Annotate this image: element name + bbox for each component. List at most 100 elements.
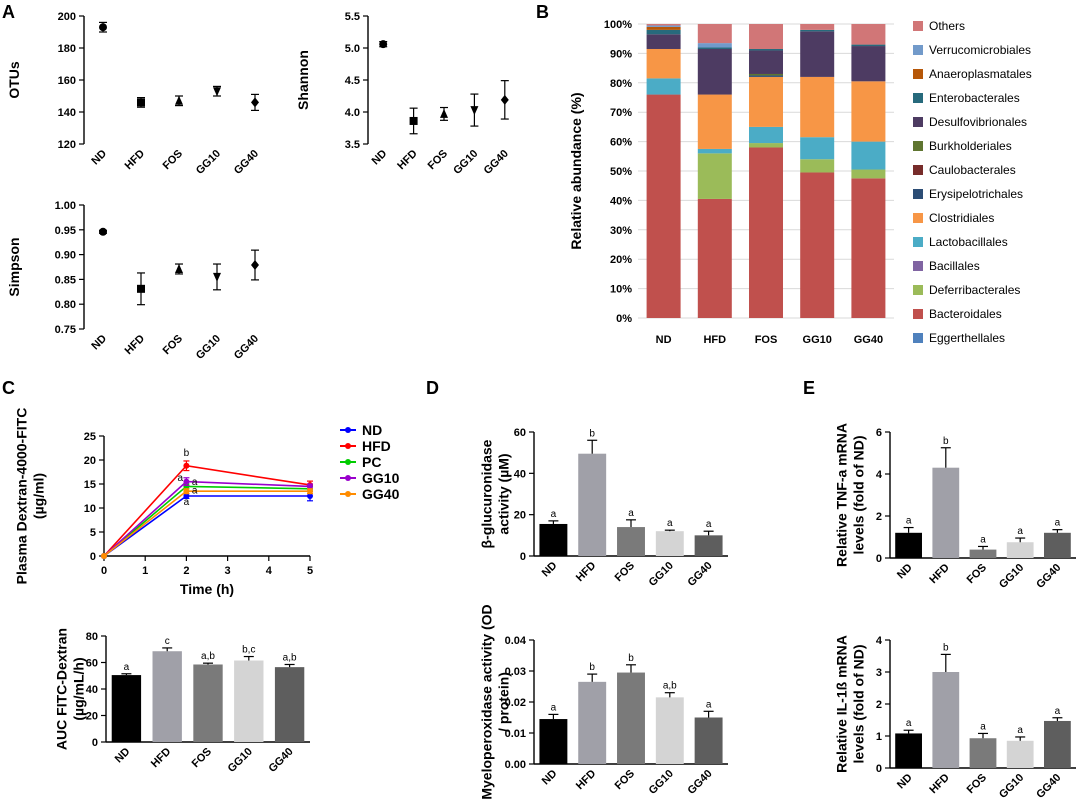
x-tick-label: 0 bbox=[101, 565, 107, 577]
panel-letter-a: A bbox=[2, 2, 15, 22]
y-tick-label: 0.80 bbox=[55, 299, 76, 311]
y-axis-title-line: / protein) bbox=[496, 672, 512, 732]
data-point bbox=[183, 478, 190, 485]
y-axis-title: Simpson bbox=[6, 237, 22, 296]
chart-glucuronidase: 0 20 40 60 a b a a a ND HFD FOS GG10 GG40 β-glucuronid… bbox=[479, 427, 728, 589]
stacked-bar-segment bbox=[749, 24, 783, 49]
data-point bbox=[175, 263, 183, 273]
panel-letters: A B C D E bbox=[2, 2, 815, 398]
y-tick-label: 60 bbox=[86, 658, 98, 670]
y-axis-title: OTUs bbox=[6, 61, 22, 99]
x-category-label: FOS bbox=[161, 333, 185, 357]
bar bbox=[578, 681, 607, 764]
bar bbox=[193, 664, 223, 742]
significance-letter: a bbox=[1017, 725, 1023, 736]
legend-label: Enterobacterales bbox=[929, 91, 1020, 105]
significance-letter: a bbox=[980, 721, 986, 732]
data-point bbox=[213, 272, 221, 282]
y-tick-label: 0.90 bbox=[55, 250, 76, 262]
stacked-bar-segment bbox=[800, 159, 835, 173]
y-axis-title-line: OTUs bbox=[6, 61, 22, 99]
bar bbox=[932, 467, 960, 558]
x-category-label: HFD bbox=[395, 148, 420, 173]
y-tick-label: 0.04 bbox=[505, 635, 527, 647]
chart-shannon: 3.5 4.0 4.5 5.0 5.5 ND HFD FOS GG10 GG40 Shannon bbox=[295, 11, 511, 177]
chart-auc: 0 20 40 60 80 a c a,b b,c a,b ND HFD FOS GG10 GG40 AUC … bbox=[54, 628, 310, 775]
stacked-bar-segment bbox=[800, 172, 835, 318]
stacked-bar-segment bbox=[646, 94, 681, 318]
x-category-label: FOS bbox=[613, 768, 637, 792]
stacked-bar-segment bbox=[851, 44, 886, 47]
y-tick-label: 0 bbox=[876, 553, 882, 565]
y-tick-label: 20 bbox=[84, 455, 96, 467]
legend-label: Deferribacterales bbox=[929, 283, 1020, 297]
significance-letter: b bbox=[943, 436, 949, 447]
y-tick-label: 4 bbox=[876, 469, 883, 481]
bar bbox=[1006, 740, 1034, 768]
y-tick-label: 0.95 bbox=[55, 225, 76, 237]
y-axis-title-line: levels (fold of ND) bbox=[851, 644, 867, 763]
significance-letter: a bbox=[667, 518, 673, 529]
chart-otus: 120 140 160 180 200 ND HFD FOS GG10 GG40 OTUs bbox=[6, 11, 261, 177]
x-category-label: GG10 bbox=[647, 768, 676, 797]
significance-letter: a bbox=[980, 534, 986, 545]
panel-letter-d: D bbox=[426, 378, 439, 398]
chart-myeloperoxidase: 0.00 0.01 0.02 0.03 0.04 a b b a,b a ND HFD FOS GG10 G… bbox=[479, 604, 728, 800]
legend-swatch bbox=[913, 165, 923, 175]
y-tick-label: 0 bbox=[520, 551, 526, 563]
y-axis-title: Myeloperoxidase activity (OD / protein) bbox=[479, 604, 512, 799]
data-point bbox=[409, 116, 418, 125]
x-axis-title: Time (h) bbox=[180, 581, 234, 597]
y-tick-label: 4 bbox=[876, 635, 883, 647]
x-category-label: HFD bbox=[703, 334, 726, 346]
stacked-bar-segment bbox=[800, 29, 835, 32]
stacked-bar-segment bbox=[851, 178, 886, 318]
x-tick-label: 1 bbox=[142, 565, 148, 577]
data-point bbox=[175, 95, 183, 105]
data-point bbox=[251, 260, 259, 271]
x-category-label: GG10 bbox=[997, 562, 1026, 591]
x-category-label: GG40 bbox=[854, 334, 883, 346]
panel-letter-c: C bbox=[2, 378, 15, 398]
y-tick-label: 10% bbox=[610, 284, 632, 296]
series-line bbox=[103, 490, 310, 557]
x-tick-label: 2 bbox=[183, 565, 189, 577]
x-category-label: FOS bbox=[755, 334, 778, 346]
x-category-label: ND bbox=[895, 562, 915, 582]
significance-letter: a bbox=[184, 497, 190, 508]
significance-letter: a bbox=[192, 486, 198, 497]
y-axis-title: Relative abundance (%) bbox=[568, 92, 584, 249]
x-category-label: GG40 bbox=[1034, 562, 1063, 591]
legend-swatch bbox=[913, 333, 923, 343]
x-category-label: ND bbox=[113, 746, 133, 766]
y-tick-label: 20 bbox=[514, 510, 526, 522]
y-axis-title: Relative IL-1ß mRNA levels (fold of ND) bbox=[834, 635, 867, 773]
y-axis-title: Shannon bbox=[295, 50, 311, 110]
significance-letter: c bbox=[165, 636, 170, 647]
legend-label: Erysipelotrichales bbox=[929, 187, 1023, 201]
y-tick-label: 60% bbox=[610, 137, 632, 149]
significance-letter: a bbox=[1055, 518, 1061, 529]
legend-label: Caulobacterales bbox=[929, 163, 1016, 177]
significance-letter: a bbox=[1055, 706, 1061, 717]
y-axis-title-line: Relative IL-1ß mRNA bbox=[834, 635, 850, 773]
y-tick-label: 90% bbox=[610, 48, 632, 60]
y-axis-title-line: Simpson bbox=[6, 237, 22, 296]
legend-marker bbox=[345, 427, 351, 433]
significance-letter: a,b bbox=[201, 651, 215, 662]
legend-swatch bbox=[913, 69, 923, 79]
chart-il1b: 0 1 2 3 4 a b a a a ND HFD FOS GG10 GG40 Relative IL-1ß… bbox=[834, 635, 1076, 801]
x-category-label: ND bbox=[656, 334, 672, 346]
stacked-bar-segment bbox=[749, 50, 783, 74]
legend-swatch bbox=[913, 117, 923, 127]
series-line bbox=[103, 495, 310, 557]
data-point bbox=[183, 462, 190, 469]
bar bbox=[1044, 532, 1071, 558]
x-category-label: GG40 bbox=[685, 560, 714, 589]
x-category-label: GG40 bbox=[1034, 772, 1063, 801]
y-tick-label: 0.75 bbox=[55, 324, 76, 336]
x-category-label: ND bbox=[370, 148, 390, 168]
data-point bbox=[99, 23, 107, 32]
y-tick-label: 0 bbox=[90, 551, 96, 563]
